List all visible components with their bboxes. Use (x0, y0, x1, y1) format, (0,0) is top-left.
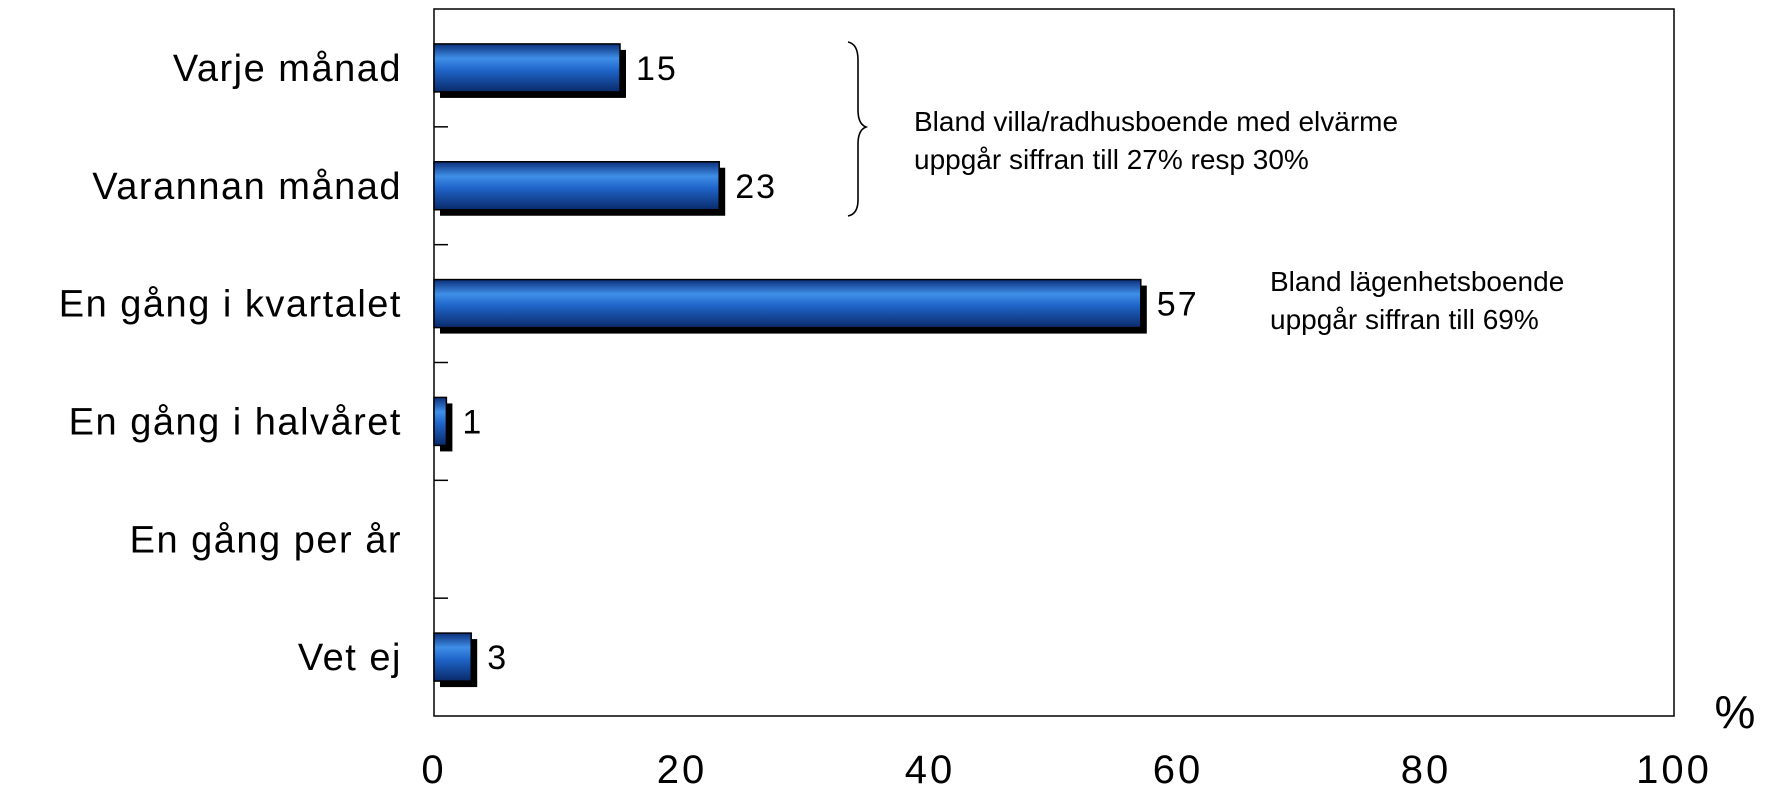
x-tick-label: 40 (905, 748, 956, 792)
x-axis-tick-labels: 0 20 40 60 80 100 (421, 748, 1712, 792)
category-label: Varje månad (173, 48, 402, 90)
data-label: 15 (636, 50, 678, 88)
x-tick-label: 0 (421, 748, 446, 792)
annotation-apartment-line-1: Bland lägenhetsboende (1270, 266, 1564, 297)
x-axis-unit-label: % (1715, 686, 1756, 738)
value-labels: 15 23 57 1 3 (462, 50, 1199, 677)
plot-area-frame (433, 8, 1675, 717)
data-label: 1 (462, 403, 483, 441)
data-label: 3 (487, 639, 508, 677)
annotation-villa-line-1: Bland villa/radhusboende med elvärme (914, 106, 1398, 137)
data-label: 57 (1157, 286, 1199, 324)
annotation-villa-line-2: uppgår siffran till 27% resp 30% (914, 144, 1309, 175)
annotation-brace (847, 41, 869, 217)
bar (433, 396, 448, 447)
x-tick-label: 20 (657, 748, 708, 792)
bar (433, 43, 621, 93)
category-labels: Varje månad Varannan månad En gång i kvart… (59, 48, 402, 679)
bar (433, 161, 720, 211)
bars (433, 43, 1147, 688)
y-axis-ticks (434, 126, 448, 599)
x-tick-label: 60 (1153, 748, 1204, 792)
annotation-villa: Bland villa/radhusboende med elvärme upp… (914, 106, 1406, 175)
annotation-apartment-line-2: uppgår siffran till 69% (1270, 304, 1539, 335)
data-label: 23 (735, 168, 777, 206)
bar (433, 632, 472, 682)
category-label: En gång i kvartalet (59, 284, 402, 326)
x-tick-label: 100 (1636, 748, 1712, 792)
category-label: En gång per år (130, 519, 402, 561)
x-tick-label: 80 (1401, 748, 1452, 792)
category-label: Vet ej (298, 637, 402, 679)
category-label: Varannan månad (92, 166, 402, 208)
category-label: En gång i halvåret (69, 401, 402, 443)
bar (433, 278, 1142, 329)
annotation-apartment: Bland lägenhetsboende uppgår siffran til… (1270, 266, 1572, 335)
